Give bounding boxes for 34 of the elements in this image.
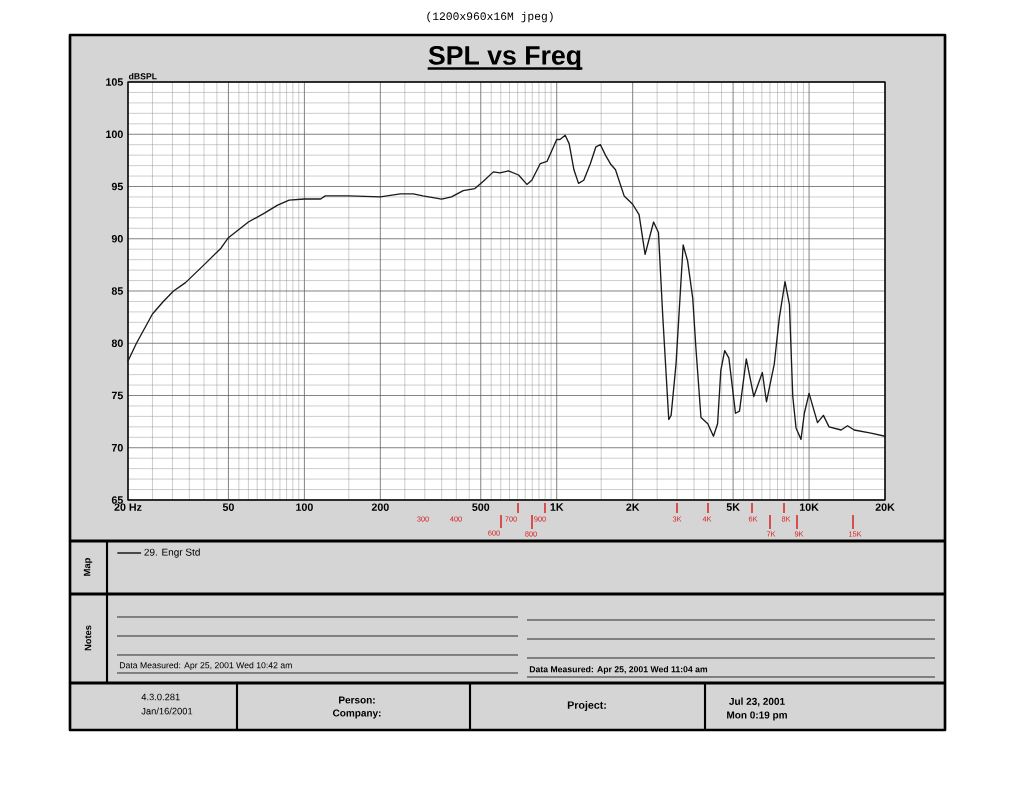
text: Project:: [567, 701, 606, 711]
x-tick-label: 500: [472, 503, 490, 511]
chart-title: SPL vs Freq: [428, 45, 581, 71]
text: Mon 0:19 pm: [727, 711, 787, 721]
y-tick-label: 95: [111, 182, 123, 191]
y-tick-label: 75: [111, 391, 123, 400]
x-tick-label: 2K: [626, 503, 640, 511]
x-tick-label: 1K: [550, 503, 564, 511]
x-tick-label: 50: [222, 503, 234, 511]
y-tick-label: 90: [111, 234, 123, 243]
text: Jul 23, 2001: [729, 697, 785, 707]
x-tick-label: 5K: [726, 503, 740, 511]
text: (1200x960x16M jpeg): [427, 11, 553, 23]
legend-label: 29. Engr Std: [144, 548, 200, 558]
y-tick-label: 80: [111, 339, 123, 348]
x-tick-label: 20 Hz: [114, 503, 142, 511]
y-tick-label: 85: [111, 287, 123, 295]
text: 4.3.0.281: [141, 693, 180, 701]
x-tick-label: 100: [296, 503, 313, 511]
y-axis-title: dBSPL: [128, 73, 157, 80]
text: Person:: [339, 696, 375, 704]
text: Company:: [332, 709, 381, 719]
x-tick-label: 200: [371, 503, 389, 511]
text: Map: [83, 558, 93, 576]
text: Jan/16/2001: [141, 707, 193, 715]
y-tick-label: 65: [111, 496, 123, 504]
y-tick-label: 105: [106, 78, 123, 86]
y-tick-label: 70: [111, 443, 123, 452]
x-tick-label: 10K: [799, 503, 819, 511]
x-tick-label: 20K: [875, 503, 895, 511]
text: Data Measured: Apr 25, 2001 Wed 10:42 am: [119, 661, 292, 671]
y-tick-label: 100: [106, 130, 123, 139]
text: Data Measured: Apr 25, 2001 Wed 11:04 am: [529, 665, 708, 675]
text: Notes: [84, 625, 92, 651]
